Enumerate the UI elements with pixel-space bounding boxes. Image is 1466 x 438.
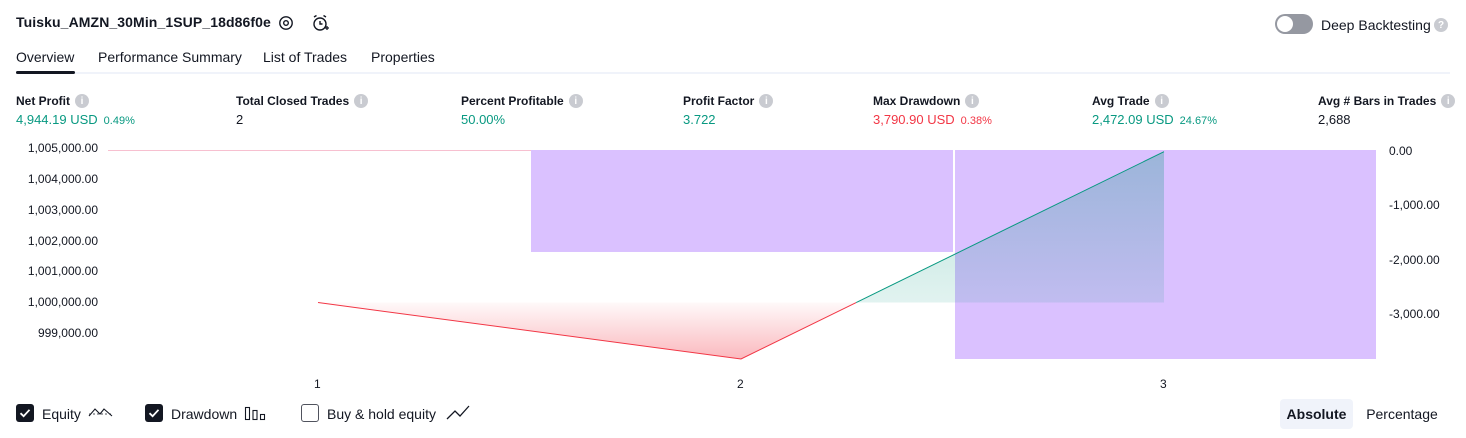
x-tick-label: 1 [314,377,321,391]
metric-label-text: Net Profit [16,94,70,108]
metric-value-text: 4,944.19 USD [16,112,98,127]
tab-properties[interactable]: Properties [371,49,435,65]
toggle-knob [1277,16,1293,32]
tab-overview[interactable]: Overview [16,49,75,65]
metric-label-profit-factor: Profit Factor i [683,94,774,108]
x-tick-label: 3 [1160,377,1167,391]
buy-hold-legend-label: Buy & hold equity [327,406,436,422]
equity-loss-area [318,302,857,359]
y-left-tick-label: 1,002,000.00 [27,234,98,248]
drawdown-legend-label: Drawdown [171,406,238,422]
buy-hold-checkbox[interactable] [301,404,319,422]
info-icon[interactable]: i [759,94,774,108]
metric-label-avg-bars-in-trades: Avg # Bars in Trades i [1318,94,1456,108]
tabs-divider [16,72,1450,74]
metric-value-total-closed-trades: 2 [236,112,244,127]
y-right-tick-label: -1,000.00 [1389,198,1440,212]
metric-value-profit-factor: 3.722 [683,112,716,127]
info-icon[interactable]: i [965,94,980,108]
info-icon[interactable]: i [354,94,369,108]
metric-label-percent-profitable: Percent Profitable i [461,94,583,108]
y-left-tick-label: 999,000.00 [37,326,98,340]
help-icon[interactable]: ? [1434,18,1448,32]
x-tick-label: 2 [737,377,744,391]
active-tab-indicator [16,71,75,74]
absolute-button[interactable]: Absolute [1280,399,1353,429]
info-icon[interactable]: i [1154,94,1169,108]
settings-icon[interactable] [276,13,296,33]
info-icon[interactable]: i [568,94,583,108]
metric-label-text: Percent Profitable [461,94,564,108]
metric-label-total-closed-trades: Total Closed Trades i [236,94,369,108]
equity-line-gain [855,151,1165,304]
metric-label-text: Avg Trade [1092,94,1150,108]
percentage-button[interactable]: Percentage [1366,406,1438,422]
metric-percent: 0.49% [103,115,135,127]
metric-label-text: Profit Factor [683,94,755,108]
metric-value-percent-profitable: 50.00% [461,112,506,127]
tab-list-of-trades[interactable]: List of Trades [263,49,348,65]
drawdown-bar [531,150,953,252]
metric-value-max-drawdown: 3,790.90 USD 0.38% [873,112,992,127]
drawdown-bars-icon [244,406,266,421]
y-right-tick-label: -3,000.00 [1389,307,1440,321]
equity-chart [108,150,1376,360]
metric-percent: 0.38% [960,115,992,127]
deep-backtesting-toggle[interactable] [1275,14,1313,34]
metric-label-max-drawdown: Max Drawdown i [873,94,980,108]
metric-percent: 24.67% [1179,115,1217,127]
deep-backtesting-label: Deep Backtesting [1321,17,1431,33]
metric-label-text: Total Closed Trades [236,94,350,108]
metric-label-net-profit: Net Profit i [16,94,89,108]
y-left-tick-label: 1,005,000.00 [27,141,98,155]
metric-value-text: 3,790.90 USD [873,112,955,127]
equity-line-icon [88,408,113,417]
y-left-tick-label: 1,004,000.00 [27,172,98,186]
metric-value-avg-bars-in-trades: 2,688 [1318,112,1351,127]
equity-checkbox[interactable] [16,404,34,422]
checkmark-icon [19,409,31,418]
info-icon[interactable]: i [1441,94,1456,108]
drawdown-checkbox[interactable] [145,404,163,422]
metric-value-text: 2,472.09 USD [1092,112,1174,127]
metric-label-text: Max Drawdown [873,94,961,108]
checkmark-icon [148,409,160,418]
y-left-tick-label: 1,000,000.00 [27,295,98,309]
y-right-tick-label: -2,000.00 [1389,253,1440,267]
add-alert-icon[interactable] [310,13,330,33]
strategy-title: Tuisku_AMZN_30Min_1SUP_18d86f0e [16,14,271,30]
y-right-tick-label: 0.00 [1389,144,1413,158]
equity-line-loss [317,302,857,360]
metric-label-avg-trade: Avg Trade i [1092,94,1169,108]
metric-value-avg-trade: 2,472.09 USD 24.67% [1092,112,1217,127]
buy-hold-line-icon [446,405,470,420]
metric-label-text: Avg # Bars in Trades [1318,94,1437,108]
y-left-tick-label: 1,003,000.00 [27,203,98,217]
y-left-tick-label: 1,001,000.00 [27,264,98,278]
metric-value-net-profit: 4,944.19 USD 0.49% [16,112,135,127]
info-icon[interactable]: i [75,94,89,108]
equity-legend-label: Equity [42,406,81,422]
tab-performance-summary[interactable]: Performance Summary [98,49,242,65]
